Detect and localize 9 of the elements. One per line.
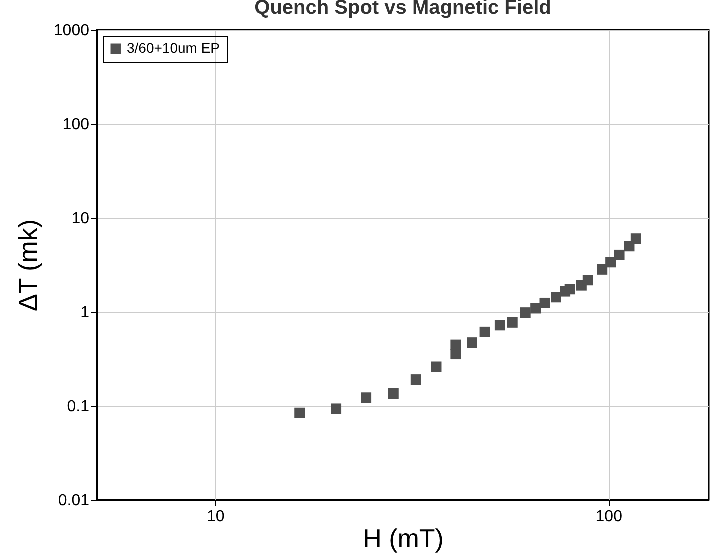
legend-label: 3/60+10um EP — [127, 40, 220, 56]
y-tick-label: 0.1 — [67, 398, 90, 416]
y-tick-label: 1 — [80, 304, 90, 322]
y-tick-label: 1000 — [54, 22, 90, 40]
x-axis-title: H (mT) — [363, 524, 444, 554]
y-tick-label: 100 — [62, 116, 90, 134]
y-axis-title: ΔT (mk) — [12, 220, 43, 312]
y-tick-label: 0.01 — [58, 492, 90, 510]
y-tick-label: 10 — [72, 210, 90, 228]
